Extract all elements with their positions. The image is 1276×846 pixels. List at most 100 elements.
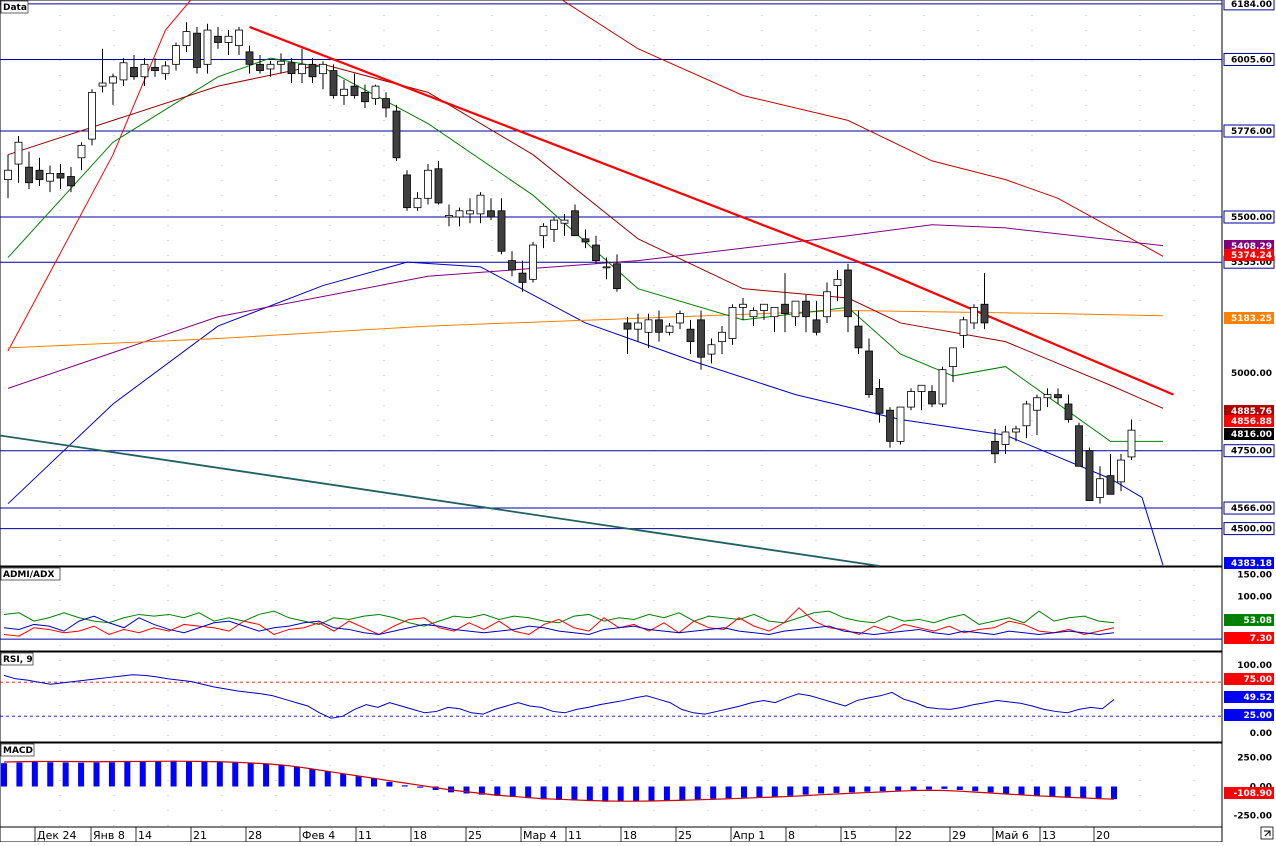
candle-body: [959, 319, 968, 336]
macd-panel: [0, 742, 1223, 828]
macd-bar: [371, 778, 377, 787]
candle-body: [487, 210, 495, 218]
candle-body: [844, 269, 852, 318]
price-box: [1223, 444, 1275, 458]
candle-body: [739, 303, 747, 308]
macd-bar: [848, 786, 855, 793]
expand-icon[interactable]: [1260, 826, 1274, 840]
admi-series-0: [3, 610, 1115, 627]
macd-bar: [741, 786, 747, 798]
candle-body: [77, 144, 86, 159]
candle-body: [182, 31, 191, 47]
candle-body: [172, 45, 180, 65]
macd-bar: [879, 786, 886, 792]
main-line-1: [7, 0, 192, 352]
macd-bar: [1080, 786, 1087, 798]
value-tag: [1224, 691, 1274, 703]
date-label: 18: [413, 829, 427, 842]
value-tag-text: 4885.76: [1231, 407, 1272, 417]
macd-bar: [278, 764, 285, 787]
admi-axis-label: 150.00: [1237, 570, 1272, 580]
candle-body: [802, 300, 810, 318]
candle-body: [245, 51, 254, 65]
macd-bar: [386, 781, 393, 787]
panel-title-admi-text: ADMI/ADX: [3, 570, 54, 580]
price-box: [1223, 210, 1275, 224]
macd-bar: [509, 786, 516, 797]
price-box: [1223, 501, 1275, 515]
macd-bar: [633, 786, 640, 802]
candle-body: [392, 110, 401, 159]
value-tag: [1224, 428, 1274, 440]
main-line-7: [249, 25, 1174, 396]
panel-title-macd: MACD: [0, 743, 35, 757]
date-label: 25: [468, 829, 482, 842]
macd-bar: [648, 786, 655, 801]
price-label: 5355.00: [1231, 258, 1272, 268]
macd-bar: [93, 762, 100, 787]
macd-bar: [756, 786, 763, 797]
macd-bar: [186, 761, 192, 787]
candle-body: [529, 244, 537, 280]
macd-bar: [602, 786, 609, 802]
candle-body: [518, 272, 527, 283]
candle-body: [991, 440, 999, 455]
value-tag-text: 5183.25: [1231, 314, 1272, 324]
rsi-panel: [0, 651, 1223, 743]
macd-bar: [417, 786, 424, 788]
candle-body: [214, 35, 222, 43]
candle-body: [917, 384, 926, 392]
macd-bar: [1111, 786, 1117, 800]
candle-body: [707, 344, 716, 355]
macd-bar: [694, 786, 701, 800]
macd-bar: [987, 786, 994, 793]
macd-bar: [1095, 786, 1102, 799]
date-label: 22: [898, 829, 912, 842]
macd-bar: [802, 786, 809, 795]
rsi-axis-label: 0.00: [1250, 729, 1272, 739]
value-tag: [1224, 614, 1274, 626]
macd-bar: [31, 762, 38, 787]
macd-bar: [108, 762, 115, 787]
macd-bar: [725, 786, 732, 799]
panel-title-main-text: Data: [3, 3, 27, 13]
panel-title-main: Data: [0, 0, 29, 14]
macd-bar: [1033, 786, 1040, 796]
candle-body: [88, 91, 96, 140]
macd-bar: [47, 762, 54, 787]
candle-body: [718, 331, 726, 343]
candle-body: [382, 98, 390, 109]
macd-bar: [833, 786, 840, 793]
macd-bar: [1049, 786, 1056, 797]
candle-body: [1001, 431, 1010, 445]
date-label: Фев 4: [302, 829, 335, 842]
date-label: Янв 8: [93, 829, 125, 842]
candle-body: [602, 266, 611, 269]
candle-body: [235, 29, 243, 47]
value-tag-text: 5374.24: [1231, 251, 1272, 261]
candle-body: [224, 35, 233, 43]
date-labels: Дек 24 Янв 8 14 21 28 Фев 4 11 18 25 Мар 4 11 18 25 А…: [34, 827, 1110, 842]
candle-body: [455, 210, 464, 218]
macd-bar: [463, 786, 470, 794]
candle-body: [1043, 394, 1052, 399]
macd-bar: [16, 762, 23, 787]
candle-body: [980, 303, 989, 324]
date-label: 11: [358, 829, 372, 842]
candle-body: [319, 63, 327, 75]
candle-body: [56, 172, 65, 179]
candle-body: [109, 76, 117, 84]
candle-body: [1033, 397, 1041, 411]
date-label: 18: [623, 829, 637, 842]
candle-body: [665, 325, 674, 333]
macd-bar: [910, 786, 917, 790]
candle-body: [161, 65, 170, 75]
candle-body: [907, 391, 915, 408]
candle-body: [581, 238, 590, 243]
macd-bar: [216, 762, 223, 787]
price-box: [1223, 52, 1275, 66]
candle-body: [14, 141, 23, 165]
date-label: 13: [1042, 829, 1056, 842]
value-tag: [1224, 673, 1274, 685]
